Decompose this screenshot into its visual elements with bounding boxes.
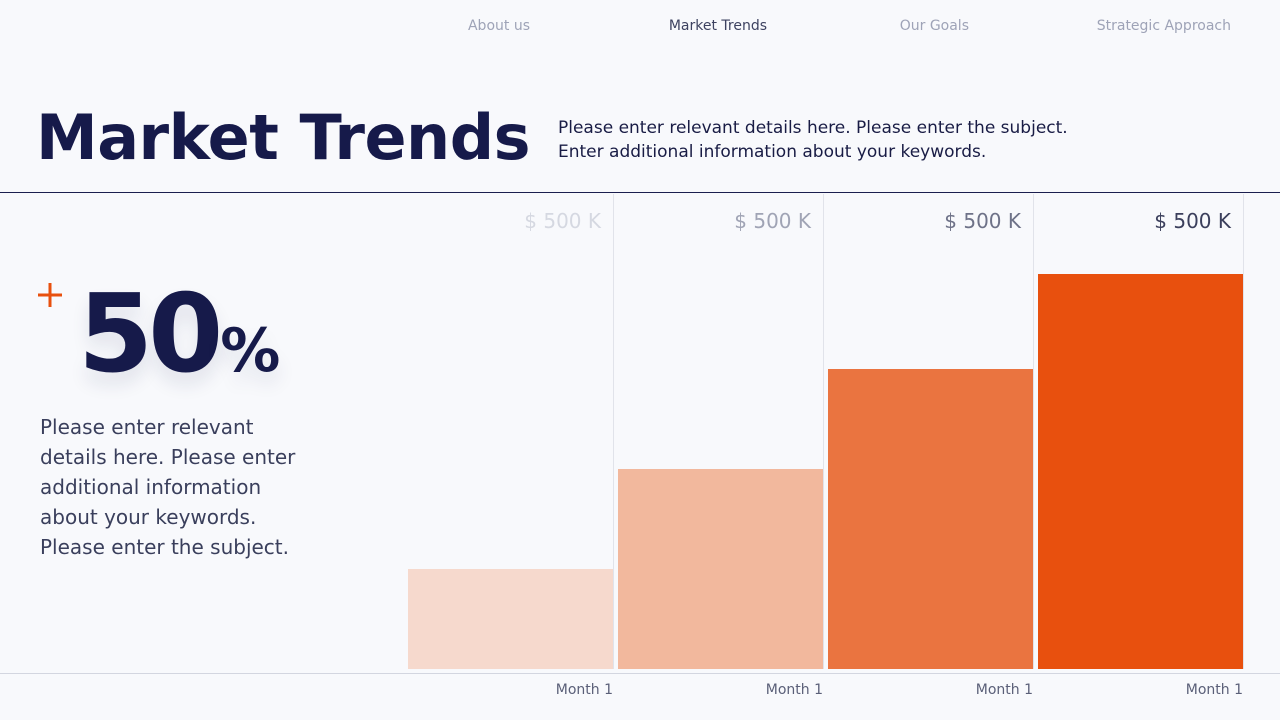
nav-item-market-trends[interactable]: Market Trends — [668, 18, 767, 34]
growth-stat-number: 50 — [78, 272, 223, 397]
month-label: Month 1 — [556, 682, 613, 698]
growth-stat: 50% — [78, 270, 280, 400]
bar-value-label: $ 500 K — [944, 209, 1022, 233]
stat-description: Please enter relevant details here. Plea… — [40, 415, 296, 559]
bar-value-label: $ 500 K — [734, 209, 812, 233]
top-nav: About us Market Trends Our Goals Strateg… — [0, 18, 1280, 38]
header-description: Please enter relevant details here. Plea… — [558, 116, 1178, 164]
nav-item-strategic-approach[interactable]: Strategic Approach — [1096, 18, 1231, 34]
growth-stat-unit: % — [220, 316, 281, 386]
header-description-line-1: Please enter relevant details here. Plea… — [558, 118, 1068, 138]
nav-item-about-us[interactable]: About us — [467, 18, 530, 34]
bar — [408, 569, 613, 669]
page-title: Market Trends — [36, 101, 530, 174]
baseline-divider — [0, 673, 1280, 674]
month-label: Month 1 — [1186, 682, 1243, 698]
header-divider — [0, 192, 1280, 193]
bar — [618, 469, 823, 669]
bar-value-label: $ 500 K — [524, 209, 602, 233]
bar — [828, 369, 1033, 669]
bar-value-label: $ 500 K — [1154, 209, 1232, 233]
plus-icon — [38, 283, 62, 307]
month-label: Month 1 — [976, 682, 1033, 698]
nav-item-our-goals[interactable]: Our Goals — [899, 18, 969, 34]
bar — [1038, 274, 1243, 669]
month-label: Month 1 — [766, 682, 823, 698]
header-description-line-2: Enter additional information about your … — [558, 142, 987, 162]
